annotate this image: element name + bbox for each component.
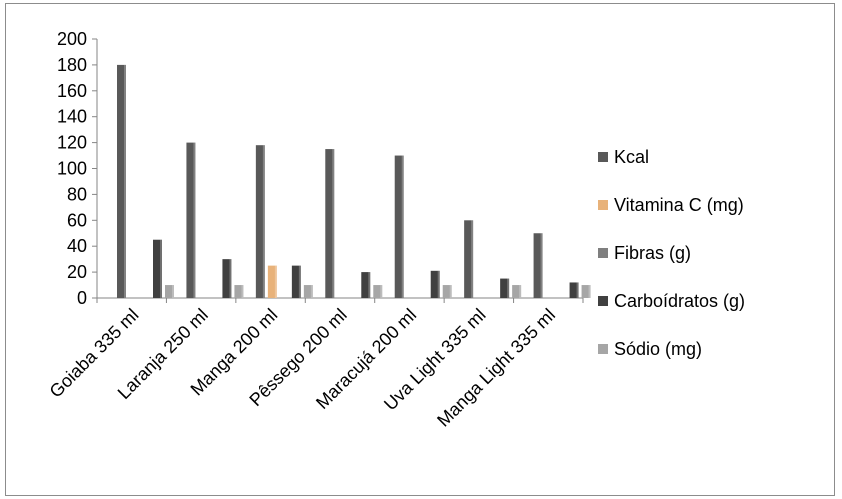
y-tick-label: 140 — [57, 107, 87, 127]
bar-3-2 — [291, 265, 301, 298]
bar-4-0 — [165, 285, 174, 298]
y-tick-label: 180 — [57, 55, 87, 75]
bar-4-2 — [303, 285, 313, 298]
bar-4-3 — [373, 285, 383, 298]
legend-label: Kcal — [614, 147, 649, 167]
bar-shade — [172, 285, 174, 298]
bar-shade — [298, 265, 301, 298]
bar-0-4 — [394, 155, 404, 298]
legend-swatch — [598, 200, 608, 210]
y-tick-label: 20 — [67, 262, 87, 282]
bar-3-6 — [569, 282, 579, 298]
bar-3-3 — [361, 272, 371, 298]
legend-swatch — [598, 296, 608, 306]
y-tick-label: 60 — [67, 210, 87, 230]
legend-swatch — [598, 344, 608, 354]
bar-4-5 — [512, 285, 522, 298]
bar-shade — [519, 285, 522, 298]
bar-shade — [380, 285, 383, 298]
bar-shade — [124, 64, 126, 299]
y-tick-label: 160 — [57, 81, 87, 101]
y-tick-label: 80 — [67, 184, 87, 204]
bar-3-0 — [153, 239, 162, 298]
legend-swatch — [598, 152, 608, 162]
y-tick-label: 40 — [67, 236, 87, 256]
bar-4-6 — [581, 285, 591, 298]
bar-shade — [332, 149, 335, 298]
bar-0-6 — [533, 233, 543, 298]
bar-0-0 — [117, 64, 126, 299]
bar-shade — [262, 145, 265, 298]
bar-shade — [401, 155, 404, 298]
bar-0-3 — [325, 149, 335, 298]
bar-shade — [507, 278, 510, 298]
bar-shade — [160, 239, 162, 298]
bar-0-2 — [255, 145, 265, 298]
bar-shade — [229, 259, 232, 298]
bar-shade — [274, 265, 277, 298]
bar-0-1 — [186, 142, 196, 298]
y-tick-label: 120 — [57, 133, 87, 153]
legend: Kcal Vitamina C (mg) Fibras (g) Carboídrato… — [598, 147, 745, 359]
bar-3-4 — [430, 270, 440, 298]
chart-area — [5, 3, 835, 496]
bar-shade — [449, 285, 452, 298]
bar-4-4 — [442, 285, 452, 298]
legend-label: Sódio (mg) — [614, 339, 702, 359]
legend-label: Vitamina C (mg) — [614, 195, 744, 215]
x-category-label: Manga Light 335 ml — [433, 305, 559, 431]
legend-label: Fibras (g) — [614, 243, 691, 263]
legend-swatch — [598, 248, 608, 258]
bar-shade — [437, 270, 440, 298]
bar-0-5 — [464, 220, 474, 298]
bar-shade — [471, 220, 474, 298]
y-tick-label: 200 — [57, 29, 87, 49]
bar-shade — [588, 285, 591, 298]
bar-shade — [310, 285, 313, 298]
bar-shade — [576, 282, 579, 298]
y-tick-label: 0 — [77, 288, 87, 308]
bar-shade — [193, 142, 196, 298]
bar-shade — [368, 272, 371, 298]
bar-3-1 — [222, 259, 232, 298]
legend-label: Carboídratos (g) — [614, 291, 745, 311]
y-tick-label: 100 — [57, 159, 87, 179]
bars — [117, 64, 591, 299]
bar-1-2 — [267, 265, 277, 298]
bar-3-5 — [500, 278, 510, 298]
y-axis: 0 20 40 60 80 100 120 140 160 180 200 — [57, 29, 98, 308]
bar-shade — [241, 285, 244, 298]
bar-shade — [540, 233, 543, 298]
bar-4-1 — [234, 285, 244, 298]
